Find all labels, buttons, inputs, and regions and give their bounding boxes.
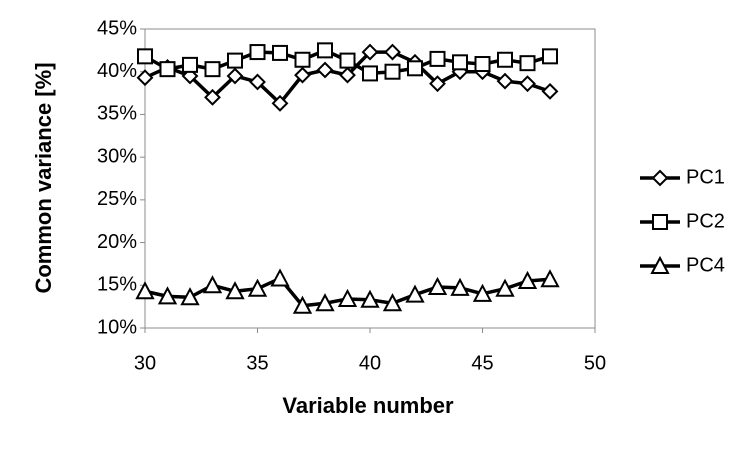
data-point: [204, 88, 221, 106]
data-point: [204, 61, 221, 78]
data-point: [384, 63, 401, 80]
y-tick-label: 45%: [97, 17, 137, 39]
y-tick-label: 30%: [97, 145, 137, 167]
data-point: [272, 44, 288, 61]
data-point: [452, 54, 468, 71]
legend-marker: [651, 169, 669, 187]
legend-label: PC4: [686, 254, 725, 276]
legend-marker: [652, 214, 668, 230]
data-point: [542, 48, 558, 65]
data-point: [339, 52, 356, 69]
y-axis-title: Common variance [%]: [31, 62, 56, 293]
data-point: [495, 278, 515, 297]
data-point: [474, 56, 491, 73]
data-point: [519, 75, 536, 93]
data-point: [472, 283, 493, 302]
data-point: [226, 67, 244, 85]
data-point: [249, 44, 266, 61]
data-point: [135, 281, 155, 300]
data-point: [271, 94, 289, 112]
y-tick-label: 40%: [97, 60, 137, 82]
y-tick-label: 25%: [97, 188, 137, 210]
data-point: [225, 281, 245, 300]
data-point: [337, 288, 358, 307]
legend-label: PC1: [686, 166, 725, 188]
data-point: [360, 289, 380, 308]
data-point: [429, 75, 446, 93]
data-point: [429, 50, 446, 67]
y-tick-label: 10%: [97, 316, 137, 338]
data-point: [294, 66, 311, 84]
data-point: [450, 277, 470, 296]
data-point: [405, 284, 425, 303]
data-point: [249, 73, 266, 91]
data-point: [159, 61, 176, 78]
data-point: [497, 51, 513, 68]
data-point: [517, 270, 538, 290]
x-axis-title: Variable number: [282, 393, 454, 418]
data-point: [157, 286, 178, 305]
data-point: [382, 293, 403, 312]
data-point: [292, 295, 313, 314]
data-point: [317, 42, 333, 59]
data-point: [427, 276, 448, 295]
x-tick-label: 50: [584, 352, 606, 374]
data-point: [137, 48, 153, 65]
data-point: [407, 60, 423, 77]
data-point: [136, 69, 154, 87]
data-point: [202, 275, 223, 294]
data-point: [227, 52, 243, 69]
data-point: [541, 82, 559, 100]
data-point: [384, 43, 401, 61]
data-point: [180, 287, 200, 306]
y-tick-label: 35%: [97, 103, 137, 125]
y-tick-label: 15%: [97, 274, 137, 296]
data-point: [496, 72, 514, 90]
y-tick-label: 20%: [97, 231, 137, 253]
x-tick-label: 40: [359, 352, 381, 374]
x-tick-label: 30: [134, 352, 156, 374]
x-tick-label: 45: [471, 352, 493, 374]
data-point: [316, 61, 334, 79]
data-point: [339, 66, 356, 84]
data-point: [362, 65, 378, 82]
legend-marker: [650, 255, 670, 274]
legend-label: PC2: [686, 210, 725, 232]
data-point: [270, 268, 290, 287]
data-point: [540, 269, 560, 288]
data-point: [519, 55, 536, 72]
data-point: [182, 56, 198, 73]
data-point: [361, 43, 379, 61]
data-point: [294, 51, 311, 68]
data-point: [315, 293, 335, 312]
x-tick-label: 35: [246, 352, 268, 374]
data-point: [247, 278, 268, 297]
